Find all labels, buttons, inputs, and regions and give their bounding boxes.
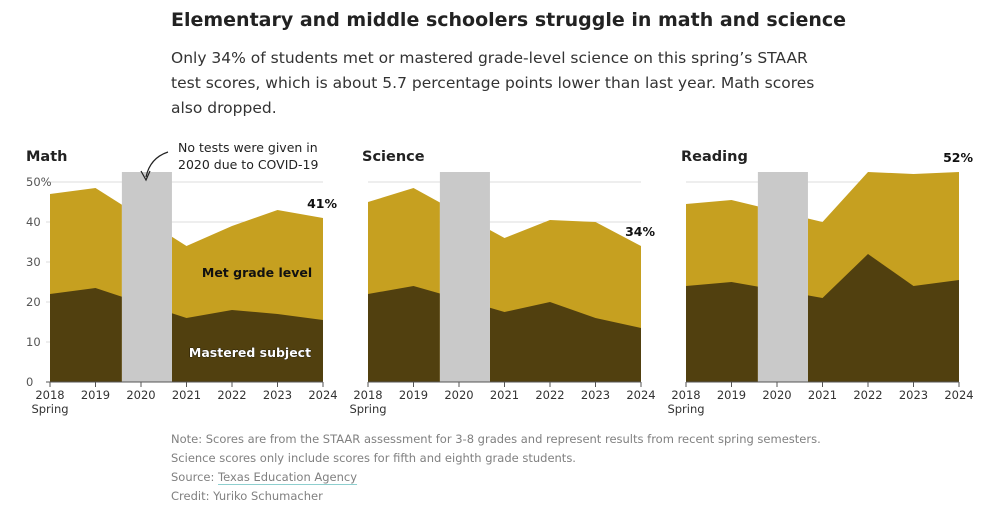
science-x-sublabel: Spring <box>349 402 386 416</box>
science-panel-title: Science <box>362 149 425 165</box>
science-x-tick-label: 2019 <box>399 388 428 402</box>
reading-x-tick-label: 2019 <box>717 388 746 402</box>
note-line-2: Science scores only include scores for f… <box>171 451 576 465</box>
reading-x-tick-label: 2021 <box>808 388 837 402</box>
math-end-value-label: 41% <box>307 196 337 211</box>
note-line-1: Note: Scores are from the STAAR assessme… <box>171 432 821 446</box>
reading-x-tick-label: 2024 <box>944 388 973 402</box>
math-x-tick-label: 2022 <box>217 388 246 402</box>
reading-covid-gap-bar <box>757 172 808 382</box>
science-x-tick-label: 2024 <box>626 388 655 402</box>
math-mastered-area-right <box>171 310 323 382</box>
science-x-tick-label: 2023 <box>581 388 610 402</box>
science-x-tick-label: 2018 <box>353 388 382 402</box>
science-end-value-label: 34% <box>625 224 655 239</box>
reading-x-sublabel: Spring <box>667 402 704 416</box>
source-prefix: Source: <box>171 470 219 484</box>
source-line: Source: Texas Education Agency <box>171 468 821 487</box>
y-tick-label: 50% <box>26 175 52 189</box>
footer-notes: Note: Scores are from the STAAR assessme… <box>171 430 821 506</box>
science-x-tick-label: 2022 <box>535 388 564 402</box>
science-x-tick-label: 2021 <box>490 388 519 402</box>
credit-line: Credit: Yuriko Schumacher <box>171 489 323 503</box>
math-x-tick-label: 2020 <box>126 388 155 402</box>
charts-svg: 2018 2019 2020 2021 2022 2023 2024 Spring Math 41… <box>26 140 974 416</box>
covid-annotation-arrow <box>145 151 169 178</box>
math-x-tick-label: 2021 <box>172 388 201 402</box>
y-tick-label: 0 <box>26 375 33 389</box>
math-covid-gap-bar <box>121 172 172 382</box>
reading-x-tick-label: 2020 <box>762 388 791 402</box>
met-grade-level-label: Met grade level <box>202 265 312 280</box>
science-covid-gap-bar <box>439 172 490 382</box>
math-x-sublabel: Spring <box>31 402 68 416</box>
math-x-tick-label: 2019 <box>81 388 110 402</box>
reading-end-value-label: 52% <box>943 150 973 165</box>
y-tick-label: 20 <box>26 295 41 309</box>
chart-title: Elementary and middle schoolers struggle… <box>171 9 847 31</box>
chart-subtitle: Only 34% of students met or mastered gra… <box>171 49 815 117</box>
covid-annotation-arrowhead <box>140 170 151 182</box>
math-panel-title: Math <box>26 149 67 165</box>
math-mastered-area-left <box>50 288 122 382</box>
reading-x-tick-label: 2023 <box>899 388 928 402</box>
covid-annotation-line-2: 2020 due to COVID-19 <box>178 157 319 172</box>
source-link[interactable]: Texas Education Agency <box>218 470 358 484</box>
math-x-tick-label: 2023 <box>263 388 292 402</box>
science-mastered-area-left <box>368 286 440 382</box>
mastered-subject-label: Mastered subject <box>189 345 311 360</box>
reading-x-tick-label: 2022 <box>853 388 882 402</box>
math-x-tick-label: 2018 <box>35 388 64 402</box>
y-tick-label: 40 <box>26 215 41 229</box>
y-tick-label: 10 <box>26 335 41 349</box>
reading-mastered-area-right <box>807 254 959 382</box>
reading-panel-title: Reading <box>681 149 748 165</box>
science-x-tick-label: 2020 <box>444 388 473 402</box>
reading-x-tick-label: 2018 <box>671 388 700 402</box>
covid-annotation-line-1: No tests were given in <box>178 140 318 155</box>
math-x-tick-label: 2024 <box>308 388 337 402</box>
y-tick-label: 30 <box>26 255 41 269</box>
science-mastered-area-right <box>489 302 641 382</box>
reading-mastered-area-left <box>686 282 758 382</box>
